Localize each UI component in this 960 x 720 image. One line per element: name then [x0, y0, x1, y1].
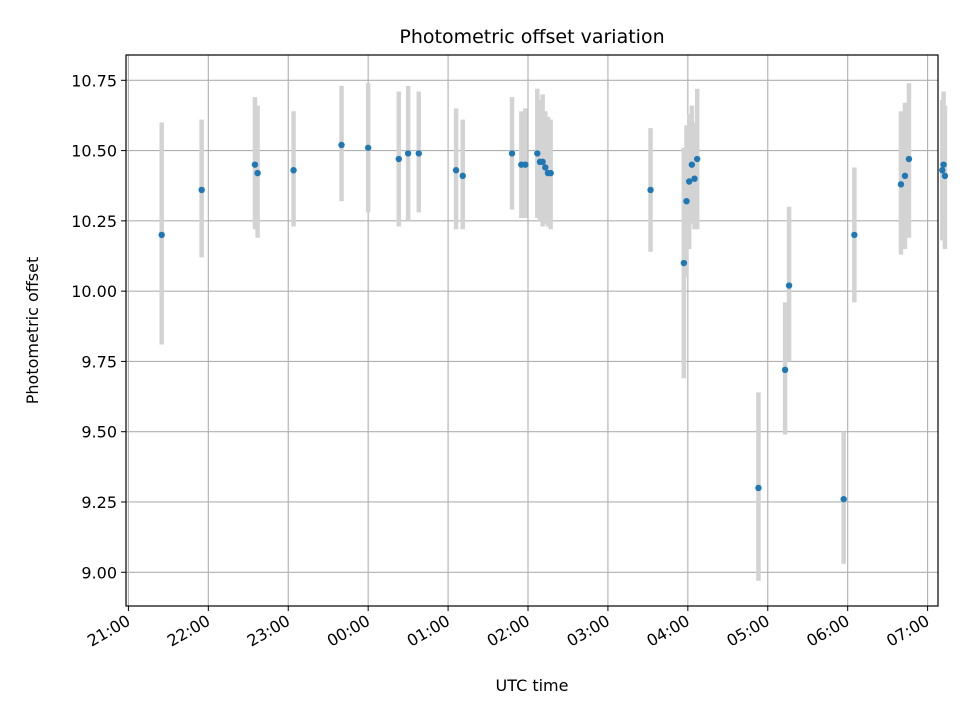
- data-point: [680, 259, 688, 267]
- data-point: [415, 150, 422, 157]
- data-point: [404, 150, 412, 157]
- data-point: [251, 161, 259, 168]
- data-point: [522, 161, 529, 168]
- data-point: [688, 161, 696, 168]
- plot-frame: [125, 54, 939, 607]
- y-tick-label: 9.50: [81, 423, 117, 442]
- data-point: [534, 150, 541, 157]
- data-point: [452, 167, 460, 174]
- data-point: [542, 164, 549, 171]
- data-point: [905, 155, 913, 163]
- data-point: [647, 186, 654, 194]
- data-point: [547, 169, 554, 177]
- data-point: [940, 161, 947, 168]
- y-axis-ticks: 9.00 9.25 9.50 9.75 10.00 10.25 10.50 10.75: [71, 71, 126, 582]
- data-point: [290, 167, 297, 174]
- data-point: [691, 175, 698, 182]
- data-point: [459, 172, 466, 180]
- data-point: [364, 144, 372, 151]
- chart-title: Photometric offset variation: [399, 26, 664, 48]
- data-point: [539, 158, 546, 166]
- y-axis-label: Photometric offset: [23, 257, 42, 405]
- data-point: [840, 495, 847, 503]
- y-tick-label: 10.25: [71, 212, 117, 231]
- data-point: [683, 197, 690, 205]
- data-point: [198, 186, 205, 194]
- data-point: [508, 150, 516, 157]
- data-point: [785, 282, 793, 289]
- y-tick-label: 10.00: [71, 282, 117, 301]
- x-axis-label: UTC time: [496, 676, 569, 695]
- y-tick-label: 9.25: [81, 493, 117, 512]
- data-point: [851, 231, 858, 239]
- data-point: [693, 155, 701, 163]
- data-point: [939, 167, 946, 174]
- data-point: [158, 231, 165, 239]
- data-point: [755, 484, 762, 492]
- y-tick-label: 10.50: [71, 142, 117, 161]
- y-tick-label: 10.75: [71, 71, 117, 90]
- data-point: [338, 141, 345, 149]
- data-point: [395, 155, 402, 163]
- data-points: [158, 141, 949, 503]
- data-point: [901, 172, 909, 180]
- y-tick-label: 9.75: [81, 352, 117, 371]
- data-point: [897, 181, 905, 188]
- y-tick-label: 9.00: [81, 563, 117, 582]
- data-point: [781, 366, 789, 374]
- data-point: [685, 178, 693, 185]
- grid: [126, 55, 938, 606]
- data-point: [941, 172, 949, 180]
- data-point: [254, 169, 261, 177]
